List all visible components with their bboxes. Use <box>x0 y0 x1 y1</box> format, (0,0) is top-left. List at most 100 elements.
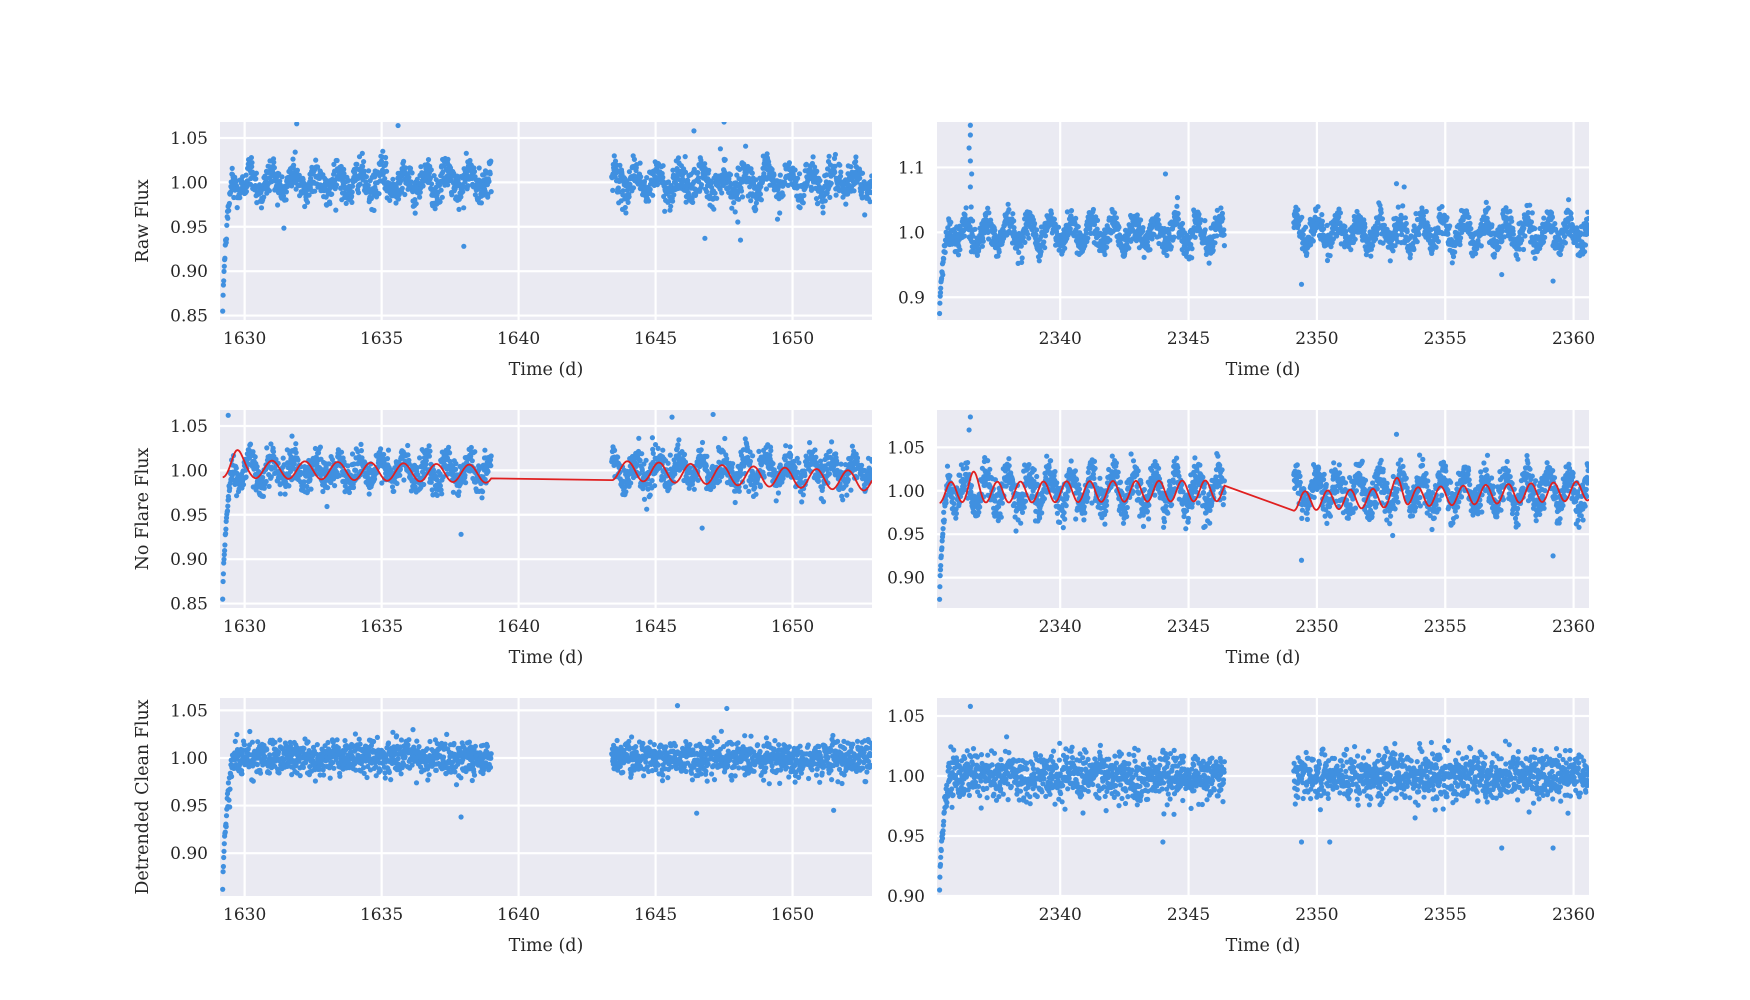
flux-point <box>732 499 738 506</box>
flux-point <box>733 180 739 186</box>
flux-point <box>393 200 399 206</box>
flux-point <box>851 188 857 194</box>
flux-point <box>1174 203 1180 209</box>
flux-point <box>317 444 323 450</box>
flux-point <box>980 238 986 244</box>
flux-point <box>1380 240 1386 246</box>
flux-point <box>253 176 259 182</box>
flux-point <box>630 185 637 191</box>
flux-point <box>1005 201 1011 207</box>
flux-point <box>1439 204 1445 210</box>
flux-point <box>1011 218 1017 224</box>
flux-point <box>261 485 267 491</box>
flux-point <box>867 199 872 205</box>
flux-point <box>326 461 332 467</box>
flux-point <box>620 192 626 198</box>
flux-point <box>763 186 770 192</box>
flux-point <box>428 479 434 485</box>
flux-point <box>1016 249 1022 255</box>
flux-point <box>1499 271 1505 278</box>
flux-point <box>622 204 628 211</box>
flux-point <box>649 435 656 441</box>
flux-point <box>446 444 452 450</box>
flux-point <box>1145 243 1151 249</box>
flux-point <box>826 153 832 159</box>
flux-point <box>275 202 281 208</box>
flux-point <box>461 205 467 211</box>
flux-point <box>758 197 765 203</box>
flux-point <box>354 161 360 167</box>
flux-point <box>708 180 714 186</box>
flux-point <box>1064 209 1070 215</box>
flux-point <box>1295 207 1301 213</box>
flux-point <box>729 205 735 211</box>
flux-point <box>722 435 728 442</box>
y-tick-label: 1.05 <box>170 129 208 149</box>
flux-point <box>647 186 653 192</box>
x-tick-label: 2340 <box>1039 329 1082 349</box>
flux-point <box>1188 241 1194 248</box>
flux-point <box>824 172 830 178</box>
flux-point <box>450 489 456 495</box>
flux-point <box>1561 233 1568 240</box>
flux-point <box>401 477 407 483</box>
flux-point <box>306 192 312 198</box>
flux-point <box>1387 258 1393 264</box>
flux-point <box>429 181 435 187</box>
flux-point <box>966 145 972 151</box>
flux-point <box>1156 222 1162 228</box>
flux-point <box>445 182 451 188</box>
flux-point <box>1032 220 1038 227</box>
flux-point <box>650 192 656 198</box>
flux-point <box>1414 239 1420 245</box>
flux-point <box>383 160 389 166</box>
flux-point <box>691 128 697 134</box>
flux-point <box>468 444 474 451</box>
flux-point <box>831 155 838 161</box>
flux-point <box>698 182 705 188</box>
flux-point <box>703 463 709 469</box>
flux-point <box>488 189 494 195</box>
flux-point <box>1368 253 1374 259</box>
flux-point <box>382 176 388 182</box>
flux-point <box>704 189 710 195</box>
flux-point <box>341 171 347 177</box>
flux-point <box>412 197 418 203</box>
flux-point <box>427 448 433 454</box>
flux-point <box>1024 231 1031 237</box>
flux-point <box>827 194 833 200</box>
flux-point <box>1509 218 1515 224</box>
flux-point <box>808 187 815 193</box>
flux-point <box>682 154 688 160</box>
flux-point <box>315 164 321 170</box>
flux-point <box>1073 215 1079 221</box>
flux-point <box>722 157 728 163</box>
flux-point <box>261 194 267 200</box>
flux-point <box>385 447 392 453</box>
flux-point <box>1210 247 1216 253</box>
flux-point <box>1299 214 1305 220</box>
flux-point <box>711 206 717 212</box>
plot-area <box>220 122 872 320</box>
flux-point <box>476 165 482 171</box>
flux-point <box>1428 227 1434 233</box>
flux-point <box>389 484 396 490</box>
flux-point <box>412 210 418 216</box>
flux-point <box>843 201 849 207</box>
flux-point <box>384 456 391 462</box>
flux-point <box>290 156 296 162</box>
x-tick-label: 1630 <box>223 329 266 349</box>
flux-point <box>641 179 648 185</box>
flux-point <box>1144 239 1150 245</box>
flux-point <box>1196 211 1202 217</box>
flux-point <box>220 578 226 585</box>
flux-point <box>277 491 283 497</box>
flux-point <box>1494 240 1500 246</box>
flux-point <box>1006 207 1012 213</box>
flux-point <box>221 560 227 566</box>
flux-point <box>820 210 826 216</box>
flux-point <box>837 173 844 179</box>
flux-point <box>1019 259 1025 265</box>
flux-point <box>471 168 478 175</box>
flux-point <box>270 449 277 455</box>
